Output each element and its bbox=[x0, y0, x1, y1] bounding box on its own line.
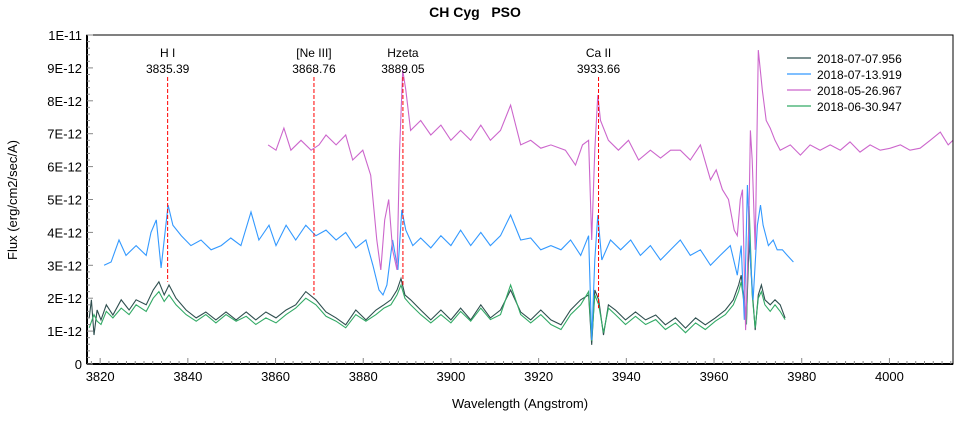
y-tick-label: 9E-12 bbox=[47, 61, 82, 76]
spectral-line-wavelength: 3933.66 bbox=[577, 62, 621, 76]
x-tick-label: 3920 bbox=[524, 369, 553, 384]
legend-label: 2018-05-26.967 bbox=[817, 84, 902, 98]
x-tick-label: 3840 bbox=[173, 369, 202, 384]
x-axis-label: Wavelength (Angstrom) bbox=[452, 396, 588, 411]
y-tick-label: 2E-12 bbox=[47, 291, 82, 306]
spectral-line-wavelength: 3889.05 bbox=[381, 62, 425, 76]
x-tick-label: 3940 bbox=[612, 369, 641, 384]
y-tick-label: 7E-12 bbox=[47, 127, 82, 142]
y-axis-label: Flux (erg/cm2/sec/A) bbox=[5, 140, 20, 260]
y-tick-label: 4E-12 bbox=[47, 225, 82, 240]
x-tick-label: 3960 bbox=[700, 369, 729, 384]
series-line-2018-07-07.956 bbox=[88, 239, 786, 345]
y-tick-label: 0 bbox=[75, 357, 82, 372]
x-tick-label: 3900 bbox=[436, 369, 465, 384]
series-line-2018-05-26.967 bbox=[267, 50, 953, 331]
y-tick-label: 3E-12 bbox=[47, 258, 82, 273]
legend-label: 2018-06-30.947 bbox=[817, 100, 902, 114]
series-layer bbox=[88, 50, 953, 345]
series-line-2018-06-30.947 bbox=[88, 206, 786, 342]
axes-layer: 0 1E-12 2E-12 3E-12 4E-12 5E-12 6E-12 7E-12 8E-1… bbox=[47, 28, 954, 384]
x-tick-label: 4000 bbox=[875, 369, 904, 384]
chart-title: CH Cyg PSO bbox=[429, 4, 521, 20]
spectral-line-wavelength: 3868.76 bbox=[292, 62, 336, 76]
y-tick-label: 5E-12 bbox=[47, 193, 82, 208]
legend-label: 2018-07-13.919 bbox=[817, 68, 902, 82]
y-tick-label: 6E-12 bbox=[47, 160, 82, 175]
spectral-lines-layer: H I 3835.39 [Ne III] 3868.76 Hzeta 3889.05 Ca … bbox=[146, 46, 621, 309]
spectral-line-name: H I bbox=[160, 46, 175, 60]
legend: 2018-07-07.956 2018-07-13.919 2018-05-26.9… bbox=[787, 52, 902, 114]
spectral-line-name: [Ne III] bbox=[296, 46, 331, 60]
legend-label: 2018-07-07.956 bbox=[817, 52, 902, 66]
x-tick-label: 3820 bbox=[86, 369, 115, 384]
x-tick-label: 3980 bbox=[787, 369, 816, 384]
spectral-line-name: Ca II bbox=[586, 46, 611, 60]
x-tick-label: 3860 bbox=[261, 369, 290, 384]
x-tick-label: 3880 bbox=[349, 369, 378, 384]
spectral-line-name: Hzeta bbox=[387, 46, 419, 60]
spectral-line-wavelength: 3835.39 bbox=[146, 62, 190, 76]
y-tick-label: 1E-12 bbox=[47, 324, 82, 339]
series-line-2018-07-13.919 bbox=[103, 184, 794, 341]
y-tick-label: 8E-12 bbox=[47, 94, 82, 109]
y-tick-label: 1E-11 bbox=[48, 28, 82, 43]
